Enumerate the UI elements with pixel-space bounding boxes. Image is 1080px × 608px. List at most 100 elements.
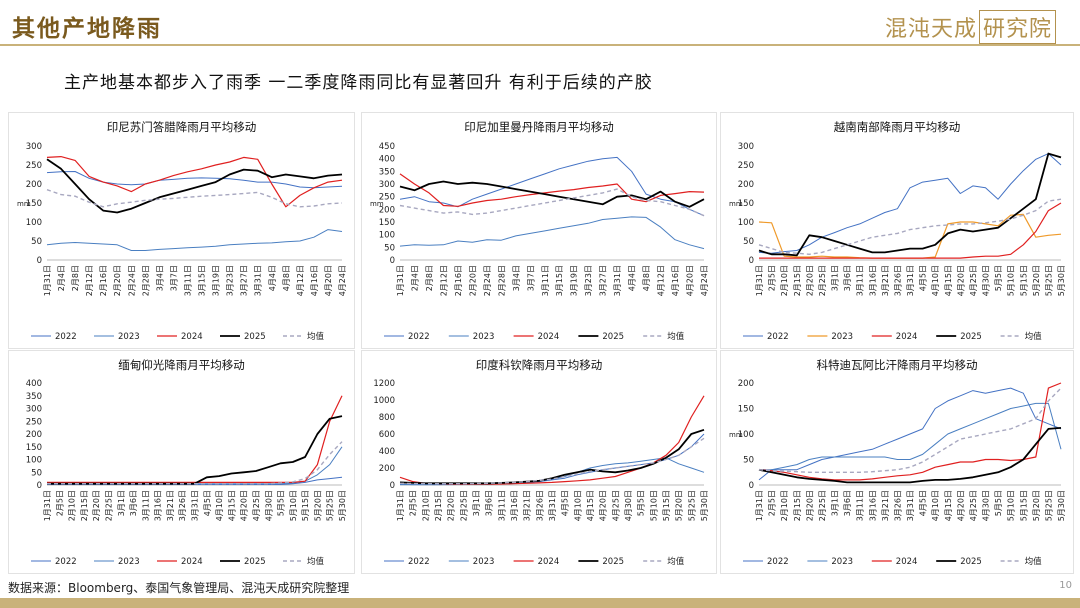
y-tick-label: 150 [379, 218, 395, 228]
x-tick-label: 3月16日 [510, 490, 519, 521]
x-tick-label: 3月11日 [183, 265, 192, 296]
x-tick-label: 4月12日 [296, 265, 305, 296]
footer-bar [0, 598, 1080, 608]
x-tick-label: 4月25日 [252, 490, 261, 521]
x-tick-label: 3月31日 [613, 265, 622, 296]
x-tick-label: 5月30日 [1057, 265, 1066, 296]
legend-label: 2023 [473, 332, 495, 342]
legend-label: 2024 [538, 557, 560, 567]
x-tick-label: 2月10日 [780, 265, 789, 296]
series-line-2024 [46, 155, 343, 208]
x-tick-label: 3月31日 [548, 490, 557, 521]
logo-text: 混沌天成 [884, 17, 977, 42]
x-tick-label: 2月12日 [85, 265, 94, 296]
legend-label: 2025 [960, 332, 982, 342]
x-tick-label: 1月31日 [43, 490, 52, 521]
y-tick-label: 300 [738, 142, 754, 152]
legend-label: 均值 [667, 556, 685, 567]
y-tick-label: 150 [26, 443, 42, 453]
chart-title: 缅甸仰光降雨月平均移动 [118, 358, 245, 372]
x-tick-label: 1月31日 [396, 265, 405, 296]
series-line-2022 [758, 387, 1062, 481]
x-tick-label: 4月24日 [338, 265, 347, 296]
x-tick-label: 5月30日 [1057, 490, 1066, 521]
y-tick-label: 250 [738, 161, 754, 171]
x-tick-label: 2月24日 [483, 265, 492, 296]
x-tick-label: 2月12日 [439, 265, 448, 296]
y-tick-label: 300 [26, 405, 42, 415]
x-tick-label: 2月20日 [92, 490, 101, 521]
x-tick-label: 2月16日 [454, 265, 463, 296]
series-line-2023 [399, 216, 705, 250]
x-tick-label: 3月23日 [584, 265, 593, 296]
x-tick-label: 3月15日 [198, 265, 207, 296]
x-tick-label: 3月21日 [523, 490, 532, 521]
x-tick-label: 4月5日 [203, 490, 212, 516]
y-tick-label: 50 [743, 456, 754, 466]
x-tick-label: 4月20日 [324, 265, 333, 296]
x-tick-label: 2月25日 [104, 490, 113, 521]
x-tick-label: 2月5日 [55, 490, 64, 516]
series-line-avg [758, 198, 1062, 256]
chart-panel-kochi: 印度科钦降雨月平均移动 0 200 400 600 800 1000 1200 1月31日 2月5… [361, 350, 717, 574]
series-line-2024 [399, 395, 705, 485]
x-tick-label: 4月16日 [310, 265, 319, 296]
x-tick-label: 2月4日 [410, 265, 419, 291]
x-tick-label: 3月21日 [881, 490, 890, 521]
y-tick-label: 1200 [373, 379, 395, 389]
x-tick-label: 2月20日 [447, 490, 456, 521]
x-tick-label: 2月20日 [113, 265, 122, 296]
series-line-2025 [758, 427, 1062, 484]
x-tick-label: 4月15日 [944, 490, 953, 521]
series-line-avg [399, 188, 705, 217]
x-tick-label: 3月21日 [166, 490, 175, 521]
series-line-2023 [47, 446, 343, 485]
y-tick-label: 100 [26, 218, 42, 228]
x-tick-label: 3月26日 [893, 265, 902, 296]
x-tick-label: 2月10日 [68, 490, 77, 521]
x-tick-label: 3月11日 [541, 265, 550, 296]
legend-label: 2022 [408, 332, 430, 342]
x-tick-label: 4月10日 [573, 490, 582, 521]
x-tick-label: 2月8日 [71, 265, 80, 291]
legend-label: 2024 [181, 557, 203, 567]
x-tick-label: 1月31日 [755, 265, 764, 296]
x-tick-label: 5月5日 [994, 490, 1003, 516]
x-tick-label: 5月10日 [649, 490, 658, 521]
brand-logo: 混沌天成 研究院 [885, 10, 1056, 44]
series-line-2025 [399, 180, 705, 208]
series-line-2024 [399, 173, 705, 207]
x-tick-label: 3月1日 [117, 490, 126, 516]
x-tick-label: 3月4日 [155, 265, 164, 291]
y-tick-label: 0 [390, 481, 395, 491]
legend-label: 2022 [767, 557, 789, 567]
legend-label: 2025 [244, 332, 266, 342]
x-tick-label: 5月25日 [1044, 490, 1053, 521]
legend-label: 均值 [667, 331, 685, 342]
legend-label: 2024 [538, 332, 560, 342]
series-line-avg [758, 387, 1062, 474]
series-line-2022 [46, 171, 343, 189]
x-tick-label: 4月30日 [982, 490, 991, 521]
chart-kalimantan: 印尼加里曼丹降雨月平均移动 mm 0 50 100 150 200 250 300 350 400 4… [370, 120, 709, 342]
y-tick-label: 200 [738, 379, 754, 389]
series-line-2023_alt [758, 213, 1062, 259]
page-title: 其他产地降雨 [12, 15, 162, 42]
page-subtitle: 主产地基本都步入了雨季 一二季度降雨同比有显著回升 有利于后续的产胶 [64, 73, 653, 93]
x-tick-label: 5月15日 [1019, 265, 1028, 296]
x-tick-label: 2月15日 [793, 490, 802, 521]
y-tick-label: 400 [379, 155, 395, 165]
legend-label: 均值 [307, 331, 325, 342]
x-tick-label: 4月15日 [586, 490, 595, 521]
series-line-2025 [47, 415, 343, 485]
x-tick-label: 3月31日 [906, 265, 915, 296]
x-tick-label: 5月10日 [1007, 265, 1016, 296]
x-tick-label: 2月10日 [421, 490, 430, 521]
x-tick-label: 3月26日 [178, 490, 187, 521]
x-tick-label: 3月4日 [512, 265, 521, 291]
legend-label: 2025 [602, 557, 624, 567]
x-tick-label: 5月10日 [1007, 490, 1016, 521]
x-tick-label: 5月30日 [700, 490, 709, 521]
chart-panel-south-vietnam: 越南南部降雨月平均移动 mm 0 50 100 150 200 250 300 1月31日 2月5日… [720, 112, 1074, 349]
x-tick-label: 3月31日 [254, 265, 263, 296]
